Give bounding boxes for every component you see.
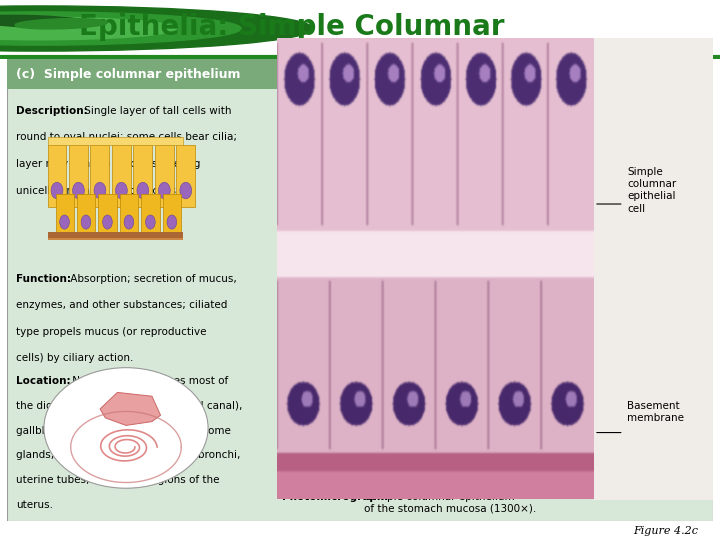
FancyBboxPatch shape — [77, 194, 95, 232]
Ellipse shape — [0, 15, 94, 28]
Polygon shape — [100, 393, 161, 426]
Ellipse shape — [180, 182, 192, 199]
Text: layer may contain mucus-secreting: layer may contain mucus-secreting — [16, 159, 200, 169]
Circle shape — [0, 6, 313, 51]
Ellipse shape — [44, 368, 208, 488]
Ellipse shape — [81, 215, 91, 229]
Text: the digestive tract (stomach to anal canal),: the digestive tract (stomach to anal can… — [16, 401, 242, 410]
Text: gallbladder, and excretory ducts of some: gallbladder, and excretory ducts of some — [16, 426, 230, 436]
FancyBboxPatch shape — [112, 145, 131, 207]
Text: uterine tubes, and some regions of the: uterine tubes, and some regions of the — [16, 475, 219, 485]
Ellipse shape — [73, 182, 84, 199]
FancyBboxPatch shape — [69, 145, 88, 207]
FancyBboxPatch shape — [594, 38, 713, 500]
FancyBboxPatch shape — [163, 194, 181, 232]
Text: Single layer of tall cells with: Single layer of tall cells with — [81, 106, 231, 116]
Text: Simple columnar epithelium
of the stomach mucosa (1300×).: Simple columnar epithelium of the stomac… — [364, 492, 536, 514]
Ellipse shape — [15, 18, 107, 29]
FancyBboxPatch shape — [176, 145, 195, 207]
Text: Absorption; secretion of mucus,: Absorption; secretion of mucus, — [67, 274, 237, 284]
Ellipse shape — [124, 215, 134, 229]
Text: cells) by ciliary action.: cells) by ciliary action. — [16, 353, 133, 363]
Text: Description:: Description: — [16, 106, 87, 116]
Text: type propels mucus (or reproductive: type propels mucus (or reproductive — [16, 327, 206, 337]
FancyBboxPatch shape — [48, 137, 183, 145]
FancyBboxPatch shape — [48, 232, 183, 239]
Text: unicellular glands (goblet cells).: unicellular glands (goblet cells). — [16, 186, 183, 196]
Ellipse shape — [145, 215, 156, 229]
FancyBboxPatch shape — [7, 59, 713, 521]
FancyBboxPatch shape — [55, 194, 73, 232]
Text: glands; ciliated variety lines small bronchi,: glands; ciliated variety lines small bro… — [16, 450, 240, 461]
Ellipse shape — [103, 215, 112, 229]
Text: Figure 4.2c: Figure 4.2c — [634, 525, 698, 536]
Circle shape — [0, 17, 176, 40]
Ellipse shape — [51, 182, 63, 199]
Ellipse shape — [158, 182, 170, 199]
FancyBboxPatch shape — [120, 194, 138, 232]
Ellipse shape — [60, 215, 69, 229]
Text: Location:: Location: — [16, 376, 71, 386]
Text: round to oval nuclei; some cells bear cilia;: round to oval nuclei; some cells bear ci… — [16, 132, 237, 143]
Text: Nonciliated type lines most of: Nonciliated type lines most of — [69, 376, 228, 386]
Text: Photomicrograph:: Photomicrograph: — [282, 492, 389, 502]
FancyBboxPatch shape — [7, 59, 713, 90]
Text: Function:: Function: — [16, 274, 71, 284]
Text: enzymes, and other substances; ciliated: enzymes, and other substances; ciliated — [16, 300, 227, 310]
Text: uterus.: uterus. — [16, 501, 53, 510]
FancyBboxPatch shape — [91, 145, 109, 207]
Ellipse shape — [94, 182, 106, 199]
Ellipse shape — [115, 182, 127, 199]
FancyBboxPatch shape — [99, 194, 117, 232]
FancyBboxPatch shape — [48, 145, 66, 207]
Ellipse shape — [167, 215, 176, 229]
Text: Simple
columnar
epithelial
cell: Simple columnar epithelial cell — [627, 166, 677, 214]
FancyBboxPatch shape — [155, 145, 174, 207]
FancyBboxPatch shape — [141, 194, 160, 232]
Circle shape — [0, 12, 241, 45]
Text: Basement
membrane: Basement membrane — [627, 401, 684, 423]
FancyBboxPatch shape — [48, 238, 183, 240]
FancyBboxPatch shape — [133, 145, 153, 207]
Text: Epithelia: Simple Columnar: Epithelia: Simple Columnar — [79, 13, 505, 40]
Text: (c)  Simple columnar epithelium: (c) Simple columnar epithelium — [16, 68, 240, 80]
Ellipse shape — [137, 182, 149, 199]
